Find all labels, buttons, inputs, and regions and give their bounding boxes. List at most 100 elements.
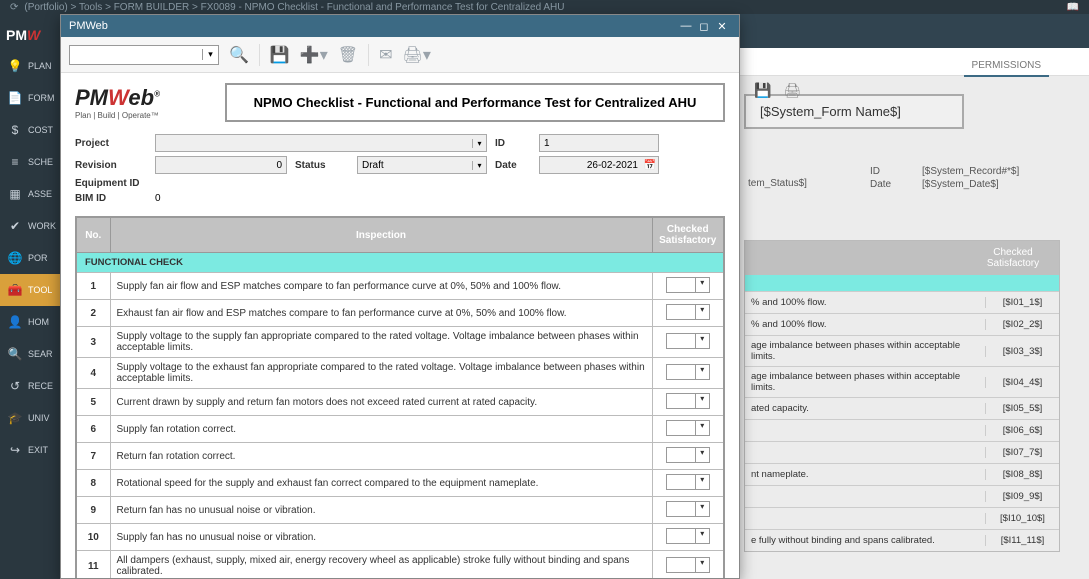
checklist-row: 1Supply fan air flow and ESP matches com…: [76, 273, 724, 300]
row-desc: Return fan rotation correct.: [110, 443, 652, 470]
row-check[interactable]: ▾: [652, 416, 724, 443]
modal-titlebar[interactable]: PMWeb — ◻ ✕: [61, 15, 739, 37]
sidebar-item-label: WORK: [28, 221, 56, 231]
check-select[interactable]: ▾: [666, 304, 710, 320]
sidebar-item-asse[interactable]: ▦ASSE: [0, 178, 64, 210]
project-field[interactable]: ▾: [155, 134, 487, 152]
sidebar-item-sche[interactable]: ≡SCHE: [0, 146, 64, 178]
row-check[interactable]: ▾: [652, 273, 724, 300]
checklist-row: 11All dampers (exhaust, supply, mixed ai…: [76, 551, 724, 579]
check-select[interactable]: ▾: [666, 501, 710, 517]
sidebar-item-cost[interactable]: $COST: [0, 114, 64, 146]
check-select[interactable]: ▾: [666, 277, 710, 293]
bim-id-field[interactable]: 0: [155, 193, 287, 204]
row-check[interactable]: ▾: [652, 443, 724, 470]
sidebar-item-tool[interactable]: 🧰TOOL: [0, 274, 64, 306]
print-icon[interactable]: 🖨: [783, 82, 801, 98]
sidebar-item-work[interactable]: ✔WORK: [0, 210, 64, 242]
revision-field[interactable]: 0: [155, 156, 287, 174]
checklist-row: 7Return fan rotation correct.▾: [76, 443, 724, 470]
sidebar-icon: 💡: [6, 59, 24, 73]
sidebar-icon: 📄: [6, 91, 24, 105]
sidebar-item-sear[interactable]: 🔍SEAR: [0, 338, 64, 370]
back-table-row: e fully without binding and spans calibr…: [745, 529, 1059, 551]
check-select[interactable]: ▾: [666, 364, 710, 380]
modal-title: PMWeb: [69, 20, 108, 32]
row-desc: Supply fan rotation correct.: [110, 416, 652, 443]
history-icon[interactable]: ⟳: [10, 2, 18, 13]
check-select[interactable]: ▾: [666, 393, 710, 409]
sidebar-item-form[interactable]: 📄 FORM: [0, 82, 64, 114]
checklist-row: 3Supply voltage to the supply fan approp…: [76, 327, 724, 358]
back-row-chk: [$I06_6$]: [985, 425, 1059, 436]
close-button[interactable]: ✕: [713, 20, 731, 33]
row-check[interactable]: ▾: [652, 358, 724, 389]
back-row-desc: [745, 449, 985, 457]
sidebar-item-label: PLAN: [28, 61, 52, 71]
check-select[interactable]: ▾: [666, 447, 710, 463]
save-icon[interactable]: 💾: [754, 82, 771, 98]
col-checked: Checked Satisfactory: [652, 217, 724, 253]
back-row-chk: [$I08_8$]: [985, 469, 1059, 480]
record-selector[interactable]: ▾: [69, 45, 219, 65]
date-field[interactable]: 26-02-2021📅: [539, 156, 659, 174]
print-icon[interactable]: 🖨▾: [403, 45, 431, 65]
maximize-button[interactable]: ◻: [695, 20, 713, 33]
back-row-desc: [745, 515, 985, 523]
form-logo: PMWeb® Plan | Build | Operate™: [75, 85, 225, 120]
check-select[interactable]: ▾: [666, 420, 710, 436]
check-select[interactable]: ▾: [666, 474, 710, 490]
date-label: Date: [495, 160, 531, 171]
back-row-desc: nt nameplate.: [745, 465, 985, 484]
sidebar-item-plan[interactable]: 💡 PLAN: [0, 50, 64, 82]
row-no: 5: [76, 389, 110, 416]
row-no: 6: [76, 416, 110, 443]
save-icon[interactable]: 💾: [270, 45, 290, 65]
status-label: Status: [295, 160, 349, 171]
sidebar-icon: ▦: [6, 187, 24, 201]
email-icon[interactable]: ✉: [379, 45, 392, 65]
row-check[interactable]: ▾: [652, 470, 724, 497]
bookmark-icon[interactable]: 📖: [1067, 2, 1079, 13]
check-select[interactable]: ▾: [666, 528, 710, 544]
row-check[interactable]: ▾: [652, 300, 724, 327]
equipment-id-label: Equipment ID: [75, 178, 147, 189]
sidebar-item-hom[interactable]: 👤HOM: [0, 306, 64, 338]
back-table-row: ated capacity.[$I05_5$]: [745, 397, 1059, 419]
checklist-row: 10Supply fan has no unusual noise or vib…: [76, 524, 724, 551]
sidebar-item-exit[interactable]: ↪EXIT: [0, 434, 64, 466]
sidebar-item-por[interactable]: 🌐POR: [0, 242, 64, 274]
id-field[interactable]: 1: [539, 134, 659, 152]
row-no: 2: [76, 300, 110, 327]
search-icon[interactable]: 🔍: [229, 45, 249, 65]
back-row-chk: [$I01_1$]: [985, 297, 1059, 308]
checklist-row: 5Current drawn by supply and return fan …: [76, 389, 724, 416]
row-check[interactable]: ▾: [652, 551, 724, 579]
row-check[interactable]: ▾: [652, 497, 724, 524]
permissions-tab[interactable]: PERMISSIONS: [964, 60, 1049, 77]
sidebar-item-label: FORM: [28, 93, 55, 103]
minimize-button[interactable]: —: [677, 20, 695, 32]
back-table-section: [745, 275, 1059, 291]
sidebar-item-label: HOM: [28, 317, 49, 327]
row-no: 10: [76, 524, 110, 551]
back-row-desc: % and 100% flow.: [745, 315, 985, 334]
row-check[interactable]: ▾: [652, 327, 724, 358]
row-desc: All dampers (exhaust, supply, mixed air,…: [110, 551, 652, 579]
check-select[interactable]: ▾: [666, 333, 710, 349]
sidebar-item-label: UNIV: [28, 413, 50, 423]
row-check[interactable]: ▾: [652, 524, 724, 551]
back-row-chk: [$I04_4$]: [985, 377, 1059, 388]
sidebar-item-rece[interactable]: ↺RECE: [0, 370, 64, 402]
add-icon[interactable]: ➕▾: [300, 45, 328, 65]
back-table-row: [$I10_10$]: [745, 507, 1059, 529]
sidebar-item-univ[interactable]: 🎓UNIV: [0, 402, 64, 434]
back-table-row: [$I09_9$]: [745, 485, 1059, 507]
row-check[interactable]: ▾: [652, 389, 724, 416]
row-desc: Supply voltage to the exhaust fan approp…: [110, 358, 652, 389]
row-no: 8: [76, 470, 110, 497]
back-table-row: age imbalance between phases within acce…: [745, 366, 1059, 397]
delete-icon[interactable]: 🗑: [338, 45, 358, 65]
check-select[interactable]: ▾: [666, 557, 710, 573]
status-field[interactable]: Draft▾: [357, 156, 487, 174]
